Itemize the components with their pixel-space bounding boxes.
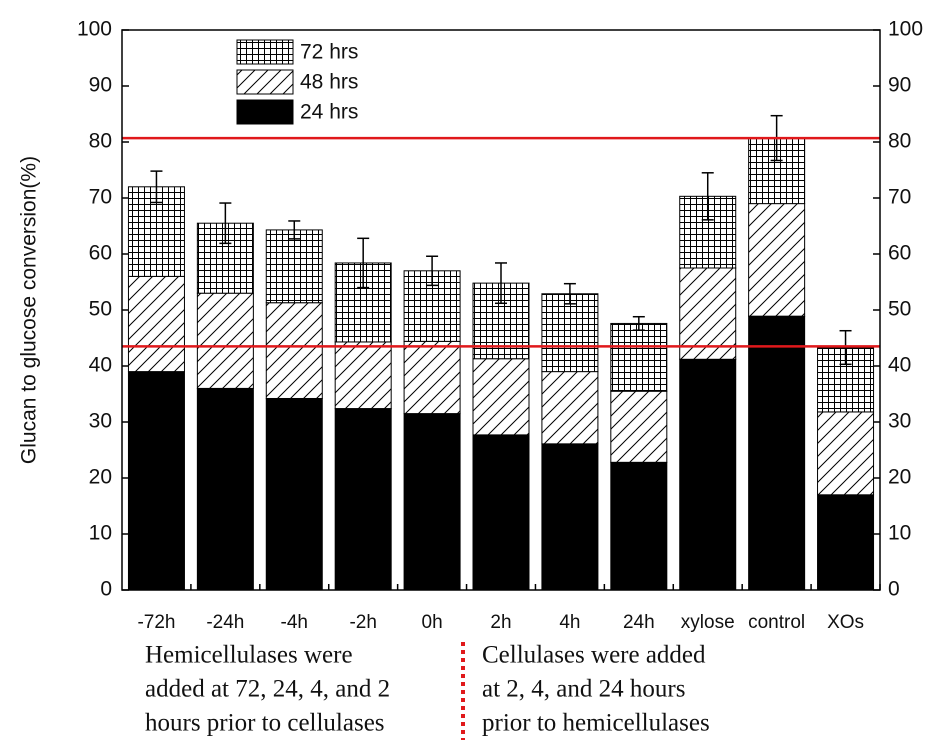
x-tick-label: -24h — [206, 612, 244, 633]
y-tick-label: 100 — [77, 18, 112, 41]
y-tick-label: 70 — [89, 186, 112, 209]
bar-segment — [610, 390, 668, 463]
y2-tick-label: 60 — [888, 242, 911, 265]
bar-segment — [334, 408, 392, 591]
bar-segment — [127, 371, 185, 591]
bar-segment — [817, 347, 875, 413]
bar-segment — [196, 292, 254, 389]
bar-segment — [541, 371, 599, 445]
y2-tick-label: 40 — [888, 354, 911, 377]
legend-label: 24 hrs — [300, 101, 358, 124]
y2-tick-label: 50 — [888, 298, 911, 321]
legend-swatch — [236, 39, 294, 65]
bar-segment — [472, 434, 530, 591]
y-axis-label: Glucan to glucose conversion(%) — [18, 156, 41, 464]
error-bar — [563, 282, 576, 305]
bar-segment — [610, 322, 668, 392]
y-tick-label: 80 — [89, 130, 112, 153]
y2-tick-label: 80 — [888, 130, 911, 153]
bar-segment — [748, 203, 806, 317]
plot-frame — [121, 29, 881, 591]
bar-segment — [541, 443, 599, 591]
y2-tick-label: 20 — [888, 466, 911, 489]
bar-segment — [265, 397, 323, 591]
annotation-line: Cellulases were added — [482, 642, 706, 669]
y-tick-label: 20 — [89, 466, 112, 489]
bar-segment — [541, 293, 599, 373]
error-bar — [219, 202, 232, 245]
y-tick-label: 30 — [89, 410, 112, 433]
annotation-line: added at 72, 24, 4, and 2 — [145, 676, 390, 703]
annotation-line: at 2, 4, and 24 hours — [482, 676, 685, 703]
bar-segment — [403, 413, 461, 591]
annotation-line: prior to hemicellulases — [482, 710, 710, 737]
x-tick-label: 4h — [559, 612, 580, 633]
bar-segment — [679, 267, 737, 360]
bar-segment — [679, 358, 737, 591]
error-bar — [357, 237, 370, 289]
x-tick-label: 2h — [490, 612, 511, 633]
x-tick-label: 24h — [623, 612, 655, 633]
bar-segment — [265, 229, 323, 304]
error-bar — [701, 172, 714, 221]
y-tick-label: 60 — [89, 242, 112, 265]
error-bar — [150, 170, 163, 204]
y2-tick-label: 0 — [888, 578, 900, 601]
x-tick-label: -72h — [137, 612, 175, 633]
bar-segment — [817, 411, 875, 496]
y2-tick-label: 70 — [888, 186, 911, 209]
y2-tick-label: 30 — [888, 410, 911, 433]
x-tick-label: control — [748, 612, 805, 633]
bar-segment — [196, 387, 254, 591]
bar-segment — [817, 494, 875, 591]
y-tick-label: 50 — [89, 298, 112, 321]
bar-segment — [265, 302, 323, 399]
x-tick-label: -4h — [281, 612, 308, 633]
y-tick-label: 90 — [89, 74, 112, 97]
bar-segment — [127, 275, 185, 373]
legend-swatch — [236, 69, 294, 95]
bar-segment — [472, 358, 530, 436]
legend-label: 48 hrs — [300, 71, 358, 94]
bar-segment — [403, 340, 461, 415]
annotation-line: hours prior to cellulases — [145, 710, 385, 737]
x-tick-label: XOs — [827, 612, 864, 633]
bar-segment — [748, 315, 806, 591]
x-tick-label: 0h — [422, 612, 443, 633]
legend-label: 72 hrs — [300, 41, 358, 64]
error-bar — [495, 262, 507, 305]
y-tick-label: 0 — [100, 578, 112, 601]
y-tick-label: 10 — [89, 522, 112, 545]
error-bar — [288, 220, 301, 240]
y-tick-label: 40 — [89, 354, 112, 377]
y2-tick-label: 90 — [888, 74, 911, 97]
y2-tick-label: 10 — [888, 522, 911, 545]
error-bar — [426, 255, 439, 287]
annotation-line: Hemicellulases were — [145, 642, 353, 669]
y2-tick-label: 100 — [888, 18, 923, 41]
x-tick-label: xylose — [681, 612, 735, 633]
x-tick-label: -2h — [349, 612, 376, 633]
bar-segment — [610, 461, 668, 591]
error-bar — [632, 315, 645, 331]
bar-segment — [334, 341, 392, 410]
legend-swatch — [236, 99, 294, 125]
